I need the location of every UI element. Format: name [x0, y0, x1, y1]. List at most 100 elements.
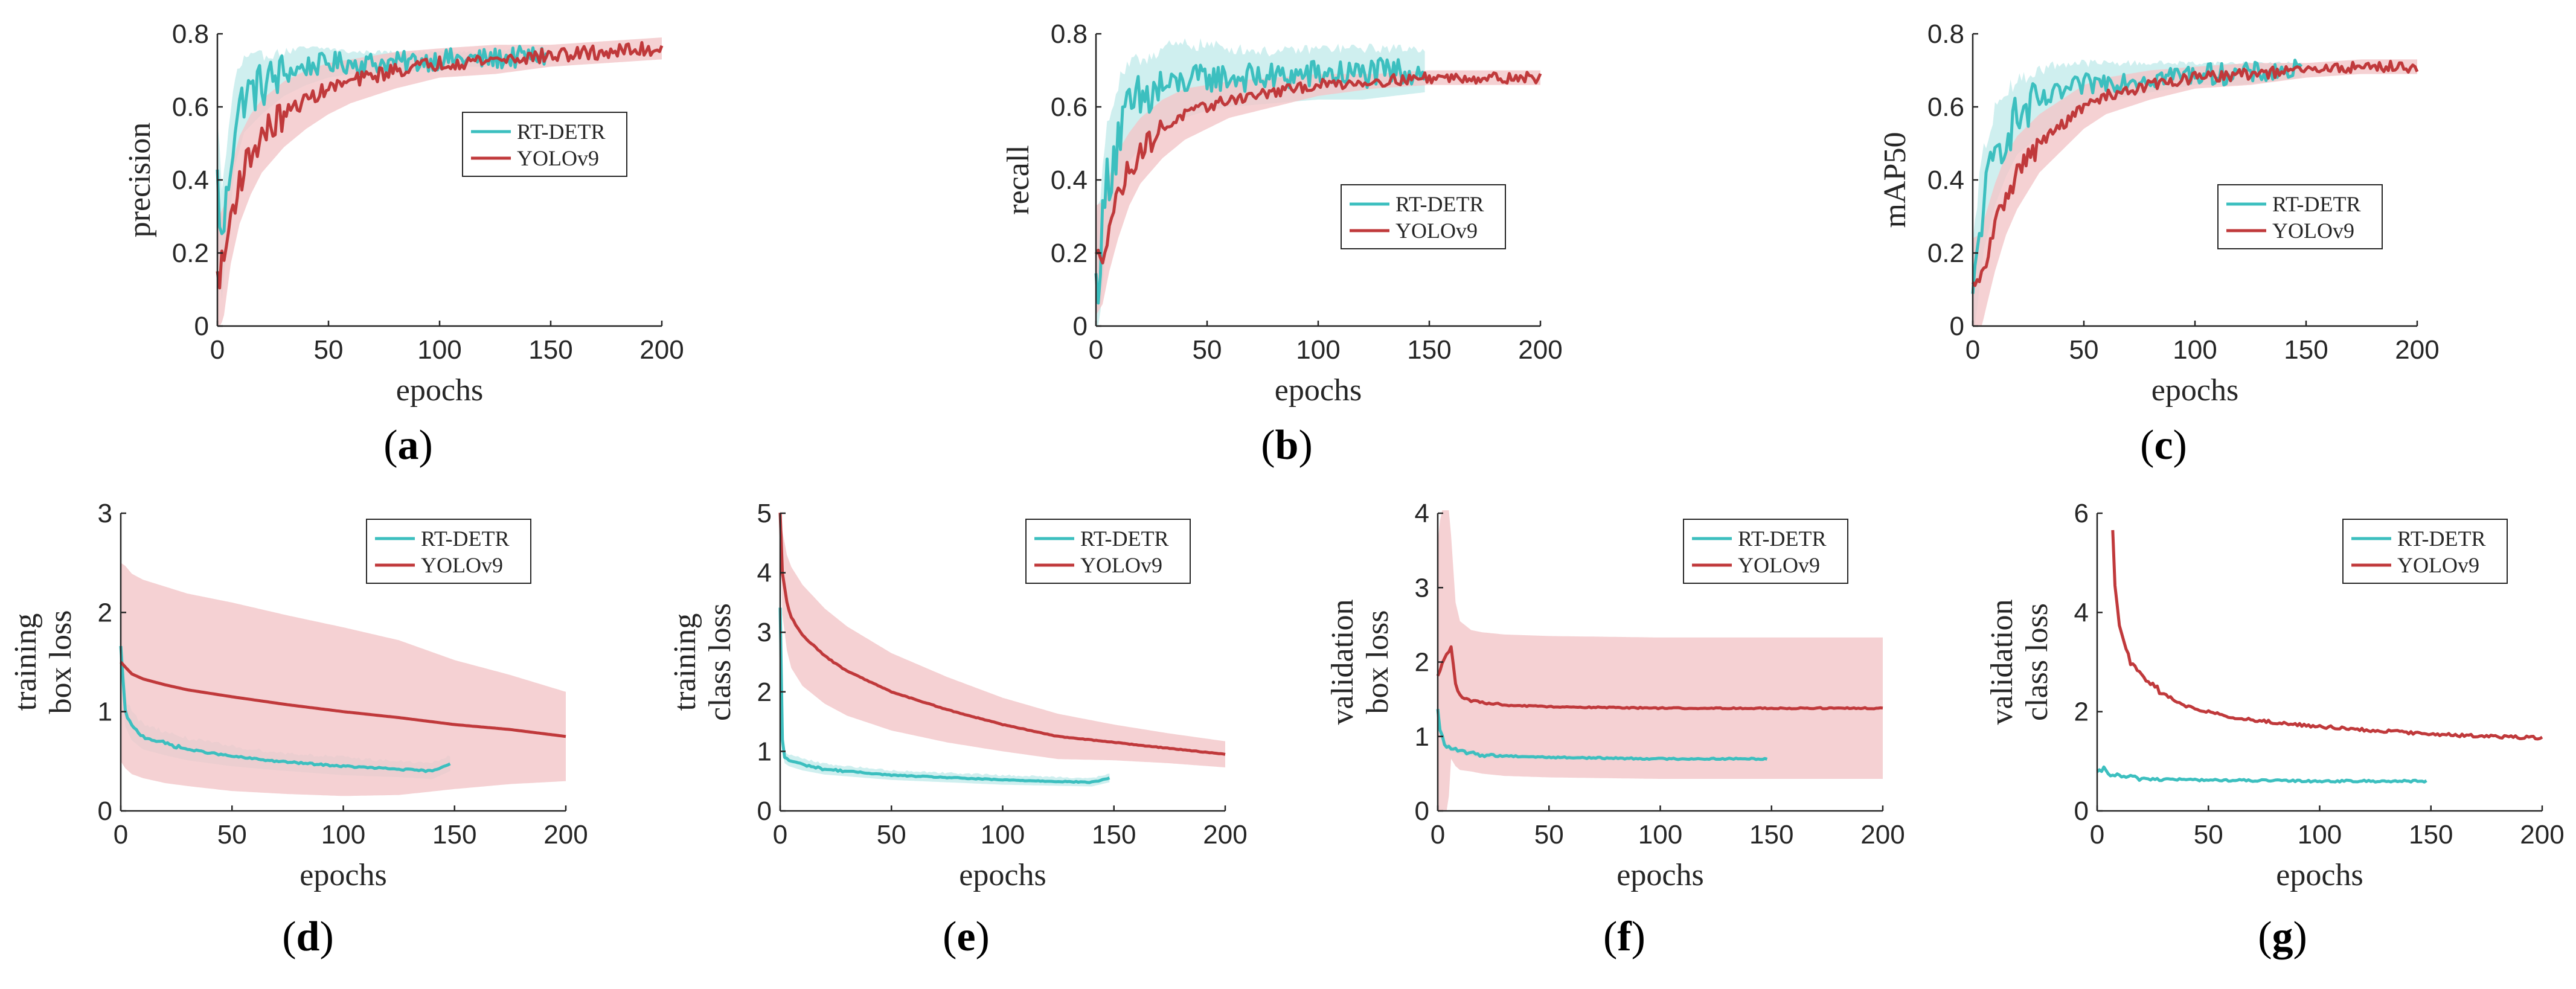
- y-axis-label: precision: [123, 123, 157, 238]
- x-tick-label: 100: [1638, 820, 1682, 850]
- x-tick-label: 200: [1860, 820, 1905, 850]
- y-tick-label: 3: [757, 618, 772, 647]
- legend-box: [2342, 519, 2508, 584]
- x-axis-label: epochs: [2151, 373, 2238, 408]
- panel-a: 0 50 100 150 200 0 0.2 0.4 0.6 0.8 epochs precision…: [123, 19, 684, 469]
- y-tick-label: 0.8: [172, 19, 209, 49]
- legend-label: YOLOv9: [1080, 553, 1162, 577]
- legend-box: [462, 112, 627, 177]
- y-axis-label: box loss: [43, 610, 78, 714]
- x-tick-label: 200: [1203, 820, 1247, 850]
- yolov9-line: [216, 41, 664, 290]
- y-tick-label: 3: [98, 499, 112, 528]
- yolov9-line: [1436, 645, 1883, 711]
- y-tick-label: 1: [757, 737, 772, 766]
- x-tick-label: 200: [1518, 335, 1562, 365]
- legend-label: RT-DETR: [421, 527, 510, 551]
- x-tick-label: 200: [2395, 335, 2439, 365]
- y-tick-label: 0.6: [1051, 92, 1088, 122]
- y-axis-label: recall: [1001, 145, 1036, 214]
- legend-label: RT-DETR: [2397, 527, 2486, 551]
- x-tick-label: 150: [1749, 820, 1793, 850]
- rtdetr-line: [1094, 57, 1427, 305]
- x-tick-label: 150: [2284, 335, 2328, 365]
- y-axis-label: mAP50: [1878, 132, 1912, 228]
- legend-box: [1341, 184, 1506, 249]
- x-tick-label: 50: [1193, 335, 1222, 365]
- y-tick-label: 4: [1415, 499, 1429, 528]
- legend-label: YOLOv9: [517, 146, 599, 170]
- y-tick-label: 3: [1415, 573, 1429, 603]
- panel-caption: (e): [943, 914, 990, 960]
- x-tick-label: 150: [1092, 820, 1136, 850]
- x-tick-label: 50: [2194, 820, 2223, 850]
- x-tick-label: 50: [2069, 335, 2099, 365]
- panel-d: 0 50 100 150 200 0 1 2 3 epochs training box loss RT…: [8, 499, 588, 960]
- legend-box: [366, 519, 531, 584]
- yolov9-band: [121, 563, 566, 796]
- y-axis-label: class loss: [703, 603, 737, 721]
- panel-c: 0 50 100 150 200 0 0.2 0.4 0.6 0.8 epochs mAP50 RT-D…: [1878, 19, 2440, 469]
- x-tick-label: 100: [2298, 820, 2342, 850]
- y-axis-label: training: [668, 613, 702, 711]
- y-tick-label: 0.8: [1051, 19, 1088, 49]
- x-tick-label: 100: [1296, 335, 1340, 365]
- x-tick-label: 150: [432, 820, 476, 850]
- rtdetr-line: [2096, 765, 2427, 784]
- legend-label: RT-DETR: [1395, 192, 1484, 216]
- panel-f: 0 50 100 150 200 0 1 2 3 4 epochs validation box los…: [1325, 499, 1905, 960]
- y-tick-label: 5: [757, 499, 772, 528]
- y-axis-label: box loss: [1360, 610, 1395, 714]
- x-tick-label: 0: [773, 820, 787, 850]
- y-tick-label: 0.2: [1927, 238, 1964, 268]
- x-tick-label: 0: [1431, 820, 1445, 850]
- x-tick-label: 50: [217, 820, 247, 850]
- x-axis-label: epochs: [959, 858, 1046, 892]
- rtdetr-line: [1436, 709, 1768, 761]
- x-tick-label: 100: [417, 335, 461, 365]
- x-axis-label: epochs: [1275, 373, 1362, 408]
- panel-caption: (b): [1261, 422, 1313, 469]
- panel-caption: (g): [2258, 914, 2307, 960]
- panel-b: 0 50 100 150 200 0 0.2 0.4 0.6 0.8 epochs recall RT-…: [1001, 19, 1563, 469]
- yolov9-line: [778, 513, 1226, 756]
- rtdetr-line: [778, 607, 1110, 784]
- x-tick-label: 150: [2409, 820, 2453, 850]
- panel-g: 0 50 100 150 200 0 2 4 6 epochs validation class lo…: [1985, 499, 2565, 960]
- x-tick-label: 100: [981, 820, 1025, 850]
- y-tick-label: 0: [757, 796, 772, 826]
- x-tick-label: 100: [2173, 335, 2217, 365]
- legend-box: [1025, 519, 1191, 584]
- legend-label: YOLOv9: [2272, 219, 2354, 243]
- legend-label: RT-DETR: [2272, 192, 2361, 216]
- y-tick-label: 2: [98, 598, 112, 627]
- y-axis-label: training: [8, 613, 43, 711]
- y-tick-label: 0.2: [1051, 238, 1088, 268]
- y-tick-label: 0: [2074, 796, 2089, 826]
- panel-caption: (f): [1603, 914, 1645, 960]
- legend-box: [2217, 184, 2383, 249]
- legend-label: YOLOv9: [421, 553, 503, 577]
- y-tick-label: 0.6: [172, 92, 209, 122]
- y-tick-label: 1: [98, 697, 112, 727]
- y-tick-label: 6: [2074, 499, 2089, 528]
- x-tick-label: 150: [1407, 335, 1451, 365]
- x-tick-label: 0: [1089, 335, 1103, 365]
- legend-label: YOLOv9: [1738, 553, 1820, 577]
- x-tick-label: 200: [2520, 820, 2564, 850]
- y-tick-label: 0.6: [1927, 92, 1964, 122]
- y-tick-label: 2: [757, 677, 772, 707]
- x-tick-label: 50: [877, 820, 906, 850]
- y-tick-label: 0: [194, 312, 209, 341]
- yolov9-line: [1971, 60, 2419, 287]
- y-tick-label: 1: [1415, 722, 1429, 752]
- x-tick-label: 0: [1966, 335, 1980, 365]
- yolov9-line: [2111, 530, 2543, 741]
- x-tick-label: 0: [210, 335, 225, 365]
- legend-label: YOLOv9: [1395, 219, 1478, 243]
- x-axis-label: epochs: [396, 373, 483, 408]
- yolov9-band: [217, 37, 662, 326]
- panel-e: 0 50 100 150 200 0 1 2 3 4 5 epochs training class lo…: [668, 499, 1248, 960]
- yolov9-band: [780, 510, 1225, 767]
